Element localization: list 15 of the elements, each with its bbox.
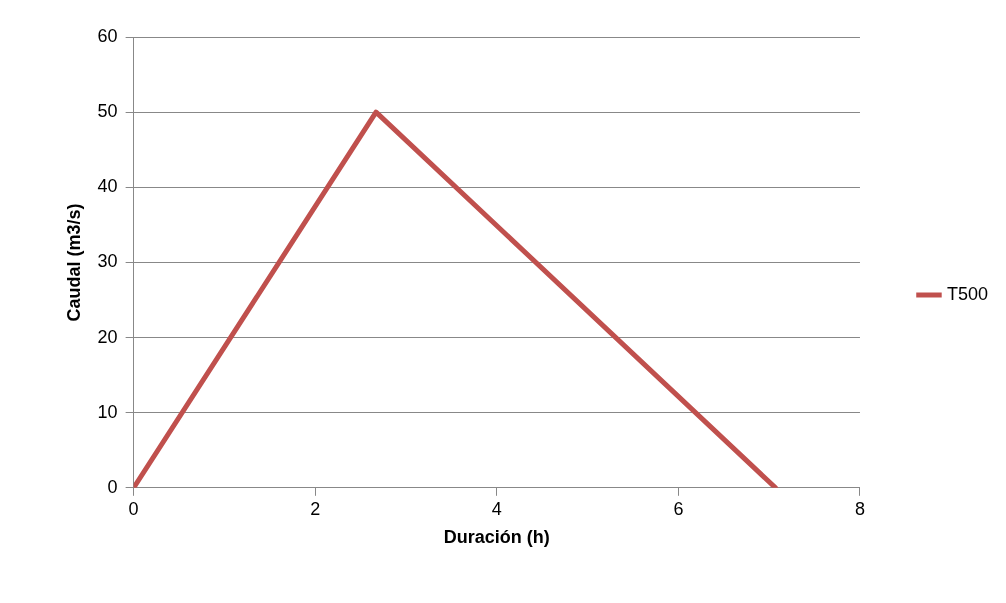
y-tick-label: 0	[107, 476, 118, 497]
y-tick-label: 40	[97, 176, 118, 197]
x-tick-label: 4	[491, 498, 502, 519]
x-tick-label: 6	[673, 498, 684, 519]
x-tick-label: 2	[310, 498, 321, 519]
y-axis-title: Caudal (m3/s)	[63, 203, 84, 322]
y-tick-label: 10	[97, 401, 118, 422]
x-tick-label: 8	[854, 498, 865, 519]
x-axis-title: Duración (h)	[443, 527, 550, 548]
y-tick-label: 30	[97, 251, 118, 272]
y-tick-label: 50	[97, 101, 118, 122]
x-tick-label: 0	[128, 498, 139, 519]
y-tick-label: 20	[97, 326, 118, 347]
y-tick-label: 60	[97, 25, 118, 46]
legend-label: T500	[946, 283, 988, 304]
